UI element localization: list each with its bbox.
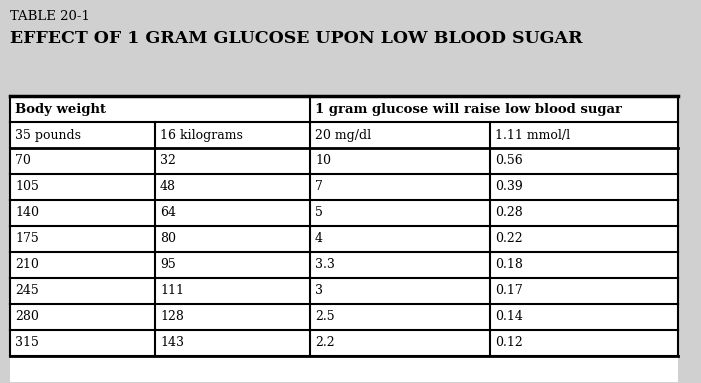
Text: TABLE 20-1: TABLE 20-1 bbox=[10, 10, 90, 23]
Text: 70: 70 bbox=[15, 154, 31, 167]
Text: 128: 128 bbox=[160, 311, 184, 324]
Text: 5: 5 bbox=[315, 206, 323, 219]
Text: 0.39: 0.39 bbox=[495, 180, 523, 193]
Text: 7: 7 bbox=[315, 180, 323, 193]
Text: 10: 10 bbox=[315, 154, 331, 167]
Text: Body weight: Body weight bbox=[15, 103, 106, 116]
Text: 315: 315 bbox=[15, 337, 39, 350]
Text: 35 pounds: 35 pounds bbox=[15, 129, 81, 141]
Text: 2.2: 2.2 bbox=[315, 337, 334, 350]
Text: 95: 95 bbox=[160, 259, 176, 272]
Text: 80: 80 bbox=[160, 232, 176, 246]
Text: 3: 3 bbox=[315, 285, 323, 298]
Text: 48: 48 bbox=[160, 180, 176, 193]
Text: 16 kilograms: 16 kilograms bbox=[160, 129, 243, 141]
Text: 3.3: 3.3 bbox=[315, 259, 335, 272]
Text: 64: 64 bbox=[160, 206, 176, 219]
Text: 2.5: 2.5 bbox=[315, 311, 334, 324]
Text: 105: 105 bbox=[15, 180, 39, 193]
Text: 280: 280 bbox=[15, 311, 39, 324]
Text: 0.14: 0.14 bbox=[495, 311, 523, 324]
Text: 143: 143 bbox=[160, 337, 184, 350]
Text: 20 mg/dl: 20 mg/dl bbox=[315, 129, 371, 141]
Text: 210: 210 bbox=[15, 259, 39, 272]
Text: 32: 32 bbox=[160, 154, 176, 167]
Text: 1.11 mmol/l: 1.11 mmol/l bbox=[495, 129, 570, 141]
Text: 0.56: 0.56 bbox=[495, 154, 523, 167]
Text: 245: 245 bbox=[15, 285, 39, 298]
Text: 0.22: 0.22 bbox=[495, 232, 523, 246]
Text: 111: 111 bbox=[160, 285, 184, 298]
Text: 0.12: 0.12 bbox=[495, 337, 523, 350]
Text: 0.17: 0.17 bbox=[495, 285, 523, 298]
Text: 0.18: 0.18 bbox=[495, 259, 523, 272]
Text: 1 gram glucose will raise low blood sugar: 1 gram glucose will raise low blood suga… bbox=[315, 103, 622, 116]
Text: 0.28: 0.28 bbox=[495, 206, 523, 219]
Text: 140: 140 bbox=[15, 206, 39, 219]
Text: EFFECT OF 1 GRAM GLUCOSE UPON LOW BLOOD SUGAR: EFFECT OF 1 GRAM GLUCOSE UPON LOW BLOOD … bbox=[10, 30, 583, 47]
Text: 4: 4 bbox=[315, 232, 323, 246]
Text: 175: 175 bbox=[15, 232, 39, 246]
